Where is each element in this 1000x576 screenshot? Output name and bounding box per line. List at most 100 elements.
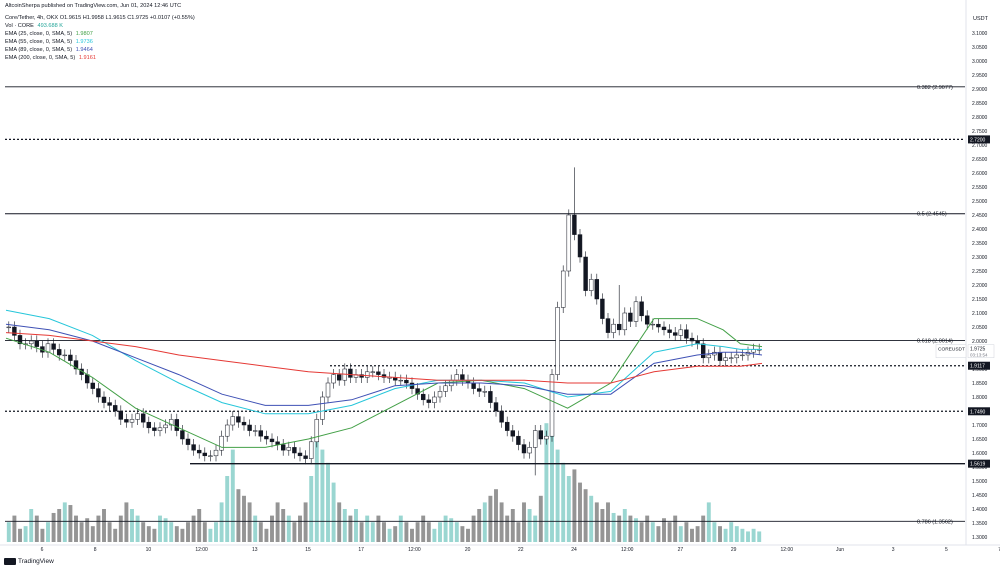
y-tick-label: 2.5000: [972, 199, 988, 205]
x-tick-label: 10: [146, 547, 152, 553]
candle-body: [644, 315, 650, 325]
candle-body: [303, 455, 308, 459]
candle-body: [650, 323, 656, 326]
candle-body: [107, 402, 112, 406]
candle-body: [224, 424, 230, 437]
symbol-line: Core/Tether, 4h, OKX O1.9615 H1.9958 L1.…: [5, 15, 195, 22]
volume-bar: [359, 522, 364, 542]
ema-55-value: 1.9736: [75, 39, 93, 45]
x-tick-label: 12:00: [408, 547, 421, 553]
candle-body: [672, 332, 678, 336]
ema-25-label: EMA (25, close, 0, SMA, 5): [5, 31, 73, 37]
y-tick-label: 1.8500: [972, 381, 988, 387]
volume-bar: [309, 476, 314, 542]
candle-body: [549, 374, 555, 437]
y-tick-label: 2.7000: [972, 143, 988, 149]
volume-bar: [410, 528, 414, 542]
volume-bar: [550, 410, 554, 542]
volume-bar: [281, 509, 286, 542]
volume-bar: [174, 526, 179, 542]
candle-body: [684, 329, 689, 339]
volume-bar: [393, 526, 398, 542]
candle-body: [286, 447, 292, 451]
volume-bar: [85, 518, 90, 542]
x-tick-label: 13: [252, 547, 258, 553]
volume-bar: [180, 528, 185, 542]
candle-body: [135, 413, 140, 420]
volume-bar: [376, 515, 381, 542]
symbol-tag: [935, 344, 967, 358]
volume-bar: [421, 515, 426, 542]
volume-bar: [594, 502, 599, 542]
volume-bar: [578, 482, 582, 542]
candle-body: [269, 438, 275, 443]
candle-body: [252, 430, 258, 432]
candle-body: [140, 413, 146, 423]
y-tick-label: 3.0500: [972, 45, 988, 51]
candle-body: [560, 270, 566, 308]
tradingview-footer[interactable]: TradingView: [4, 558, 54, 565]
volume-bar: [197, 509, 202, 542]
x-tick-label: 8: [94, 547, 97, 553]
volume-bar: [477, 509, 482, 542]
candle-body: [168, 419, 174, 426]
volume-bar: [158, 515, 162, 542]
candle-body: [622, 312, 628, 331]
candle-body: [488, 391, 493, 403]
candle-body: [124, 419, 129, 423]
candle-body: [292, 447, 297, 454]
volume-bar: [275, 502, 280, 542]
candle-body: [521, 444, 527, 454]
volume-bar: [751, 528, 756, 542]
y-tick-label: 2.8500: [972, 101, 988, 107]
volume-bar: [34, 515, 39, 542]
volume-bar: [270, 515, 274, 542]
publisher-line: AltcoinSherpa published on TradingView.c…: [5, 3, 181, 10]
volume-bar: [533, 515, 538, 542]
volume-bar: [494, 489, 498, 542]
y-tick-label: 1.3500: [972, 521, 988, 527]
candle-body: [348, 368, 353, 378]
volume-bar: [236, 489, 241, 542]
candle-body: [336, 374, 342, 381]
candle-body: [101, 396, 107, 403]
y-tick-label: 2.0000: [972, 339, 988, 345]
ema-legend-89: EMA (89, close, 0, SMA, 5) 1.9464: [5, 47, 93, 54]
volume-bar: [622, 509, 627, 542]
symbol-text: Core/Tether, 4h, OKX O1.9615 H1.9958 L1.…: [5, 15, 195, 21]
volume-bar: [488, 495, 493, 542]
candle-body: [577, 234, 583, 258]
volume-bar: [292, 522, 297, 542]
candle-body: [17, 335, 23, 345]
candle-body: [482, 391, 488, 393]
candle-body: [68, 354, 73, 361]
x-tick-label: 17: [358, 547, 364, 553]
candle-body: [180, 430, 185, 440]
volume-bar: [186, 522, 190, 542]
y-tick-label: 2.9500: [972, 73, 988, 79]
volume-bar: [169, 522, 174, 542]
volume-bar: [656, 526, 661, 542]
candle-body: [566, 214, 572, 272]
candle-body: [460, 374, 465, 381]
volume-bar: [499, 502, 504, 542]
y-tick-label: 2.7500: [972, 129, 988, 135]
candle-body: [404, 379, 409, 384]
volume-bar: [466, 528, 470, 542]
volume-bar: [387, 528, 392, 542]
y-tick-label: 1.8000: [972, 395, 988, 401]
volume-bar: [202, 522, 207, 542]
volume-bar: [746, 531, 750, 542]
volume-bar: [342, 509, 347, 542]
volume-bar: [214, 522, 218, 542]
volume-bar: [510, 509, 515, 542]
volume-bar: [634, 518, 638, 542]
volume-bar: [516, 522, 521, 542]
candle-body: [208, 455, 213, 457]
candle-body: [510, 430, 516, 437]
ema-legend-25: EMA (25, close, 0, SMA, 5) 1.9807: [5, 31, 93, 38]
x-tick-label: 6: [41, 547, 44, 553]
x-tick-label: 29: [731, 547, 737, 553]
